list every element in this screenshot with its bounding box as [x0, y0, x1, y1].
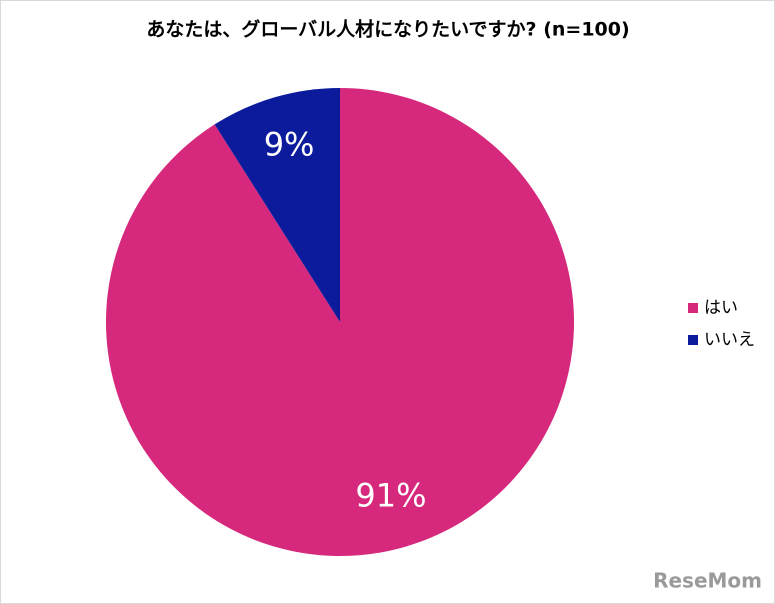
chart-title: あなたは、グローバル人材になりたいですか? (n=100): [146, 18, 629, 41]
legend-label: はい: [704, 298, 738, 318]
data-label: 91%: [355, 476, 426, 514]
legend-swatch: [688, 335, 698, 345]
pie-slice: [214, 88, 340, 322]
legend-swatch: [688, 303, 698, 313]
pie-slice: [106, 88, 575, 556]
data-label: 9%: [264, 126, 315, 164]
watermark: ReseMom: [653, 569, 762, 593]
legend-label: いいえ: [704, 330, 755, 350]
